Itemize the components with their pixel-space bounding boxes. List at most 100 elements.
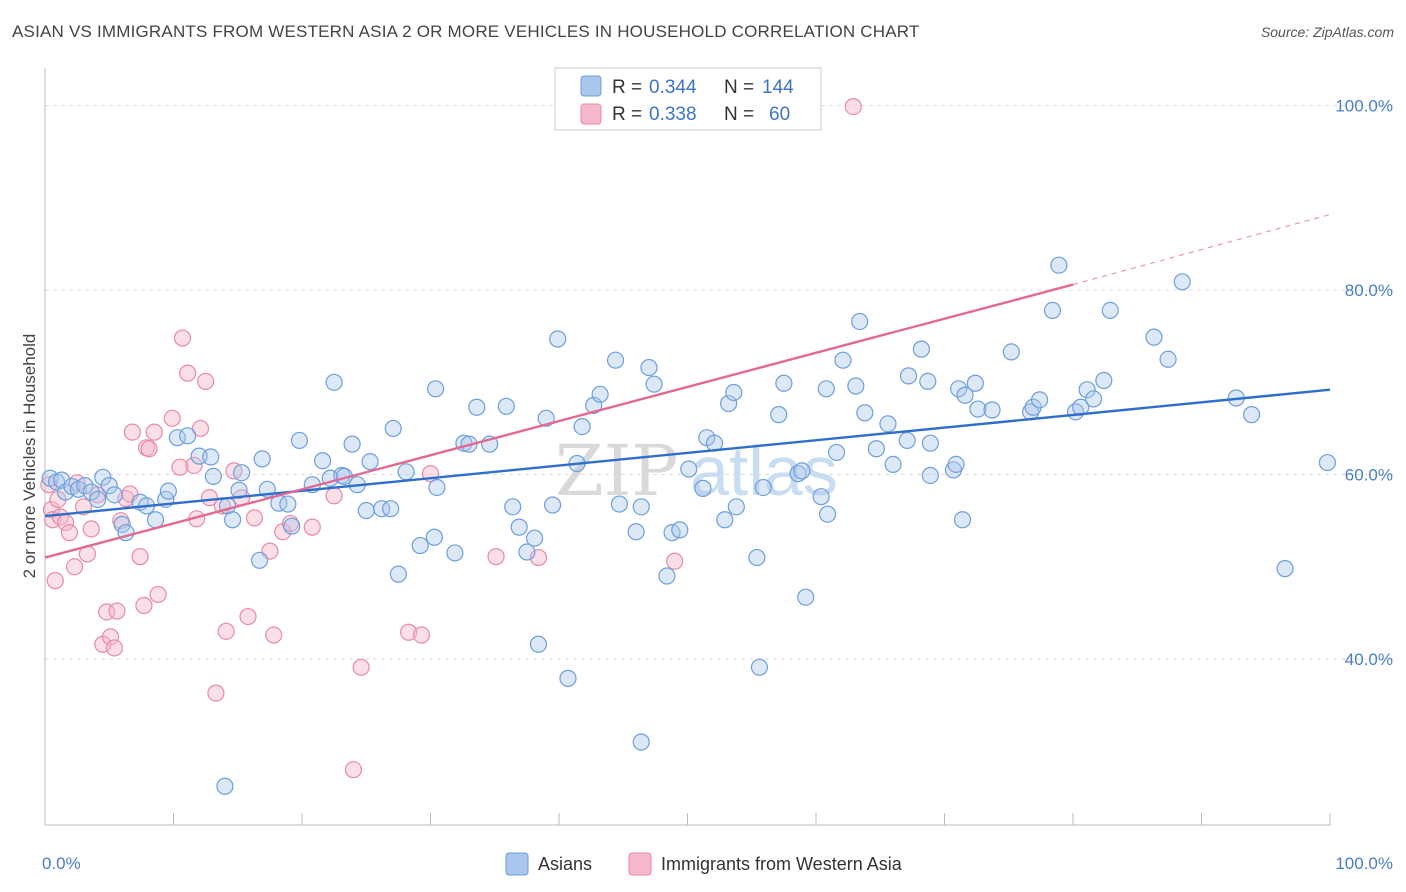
data-point-asian: [497, 397, 515, 415]
series-western-asia: [40, 97, 862, 779]
data-point-asian: [250, 551, 269, 569]
data-point-western-asia: [344, 761, 362, 779]
data-point-asian: [793, 462, 811, 480]
data-point-western-asia: [163, 409, 181, 427]
data-point-asian: [834, 351, 852, 369]
data-point-asian: [230, 481, 248, 499]
data-point-western-asia: [108, 602, 126, 620]
legend-n-label-1: N =: [724, 77, 754, 98]
data-point-asian: [1318, 453, 1337, 472]
data-point-western-asia: [487, 548, 505, 566]
data-point-asian: [1145, 328, 1163, 346]
bottom-legend-asians: Asians: [538, 854, 592, 874]
data-point-asian: [446, 544, 464, 562]
legend-swatch-asians: [580, 75, 602, 97]
data-point-asian: [159, 482, 177, 500]
bottom-legend-swatch-western-asia: [628, 852, 652, 876]
data-point-asian: [279, 495, 297, 513]
data-point-western-asia: [207, 684, 225, 702]
data-point-asian: [671, 521, 689, 539]
data-point-asian: [754, 478, 772, 497]
data-point-western-asia: [82, 520, 100, 538]
data-point-asian: [812, 488, 830, 506]
data-point-asian: [627, 523, 645, 541]
axes: [44, 68, 1331, 826]
data-point-western-asia: [191, 419, 210, 438]
data-point-western-asia: [171, 458, 189, 476]
data-point-asian: [610, 495, 628, 513]
data-point-asian: [233, 464, 251, 482]
data-point-asian: [313, 452, 332, 470]
data-point-asian: [357, 501, 375, 520]
data-point-asian: [658, 567, 676, 585]
data-point-western-asia: [123, 423, 141, 441]
source-label: Source: ZipAtlas.com: [1260, 24, 1394, 40]
data-point-asian: [411, 536, 429, 555]
data-point-asian: [956, 386, 974, 404]
data-point-asian: [76, 477, 94, 495]
data-point-asian: [867, 440, 885, 458]
data-point-asian: [384, 419, 402, 438]
legend-n-label-2: N =: [724, 104, 754, 125]
chart-title: ASIAN VS IMMIGRANTS FROM WESTERN ASIA 2 …: [12, 22, 920, 41]
data-point-asian: [427, 380, 445, 398]
tick-labels: 40.0% 60.0% 80.0% 100.0% 0.0% 100.0%: [42, 97, 1393, 873]
data-point-western-asia: [173, 329, 192, 347]
data-point-western-asia: [46, 572, 64, 590]
data-point-western-asia: [303, 518, 321, 536]
x-tick-label: 100.0%: [1335, 854, 1393, 873]
data-point-asian: [606, 351, 625, 369]
legend-n-value-2: 60: [769, 104, 790, 125]
data-point-asian: [632, 498, 650, 516]
data-point-asian: [425, 528, 443, 546]
data-point-asian: [373, 500, 391, 518]
data-point-western-asia: [185, 456, 203, 474]
legend-r-label-1: R =: [612, 77, 642, 98]
data-point-asian: [727, 498, 745, 516]
data-point-western-asia: [131, 548, 149, 566]
data-point-asian: [645, 375, 663, 393]
data-point-asian: [397, 463, 415, 481]
data-point-asian: [549, 330, 567, 348]
data-point-asian: [1002, 343, 1020, 361]
data-point-asian: [361, 453, 379, 471]
data-point-asian: [591, 385, 609, 403]
data-point-asian: [694, 479, 712, 497]
data-point-asian: [559, 669, 577, 687]
series-asians: [41, 256, 1337, 795]
data-point-asian: [818, 505, 837, 523]
trend-line-western-asia: [44, 283, 1074, 559]
data-point-asian: [851, 312, 869, 331]
data-point-asian: [983, 401, 1001, 419]
data-point-asian: [716, 511, 734, 529]
legend-r-value-2: 0.338: [649, 104, 697, 125]
legend-r-label-2: R =: [612, 104, 642, 125]
legend-swatch-western-asia: [580, 103, 602, 125]
data-point-asian: [1173, 273, 1191, 291]
y-axis-label: 2 or more Vehicles in Household: [20, 334, 39, 579]
data-point-asian: [1043, 301, 1062, 319]
data-point-asian: [898, 431, 916, 450]
data-point-asian: [1159, 350, 1177, 368]
data-point-asian: [1030, 391, 1049, 409]
data-point-asian: [921, 434, 939, 452]
data-point-western-asia: [200, 489, 219, 507]
data-point-asian: [1050, 256, 1068, 274]
data-point-asian: [113, 515, 131, 533]
data-point-asian: [204, 467, 222, 485]
data-point-asian: [953, 511, 972, 529]
data-point-asian: [468, 398, 486, 416]
data-point-western-asia: [149, 585, 167, 604]
y-tick-label: 100.0%: [1335, 97, 1393, 116]
data-point-asian: [899, 367, 918, 385]
data-point-asian: [573, 418, 591, 436]
data-point-asian: [89, 490, 107, 509]
data-point-asian: [216, 777, 234, 795]
data-point-western-asia: [844, 97, 862, 116]
bottom-legend-swatch-asians: [505, 852, 529, 876]
data-point-asian: [428, 478, 446, 497]
data-point-asian: [202, 448, 220, 466]
data-point-western-asia: [265, 626, 283, 644]
trend-line-asians: [44, 388, 1331, 518]
data-point-asian: [966, 374, 984, 392]
